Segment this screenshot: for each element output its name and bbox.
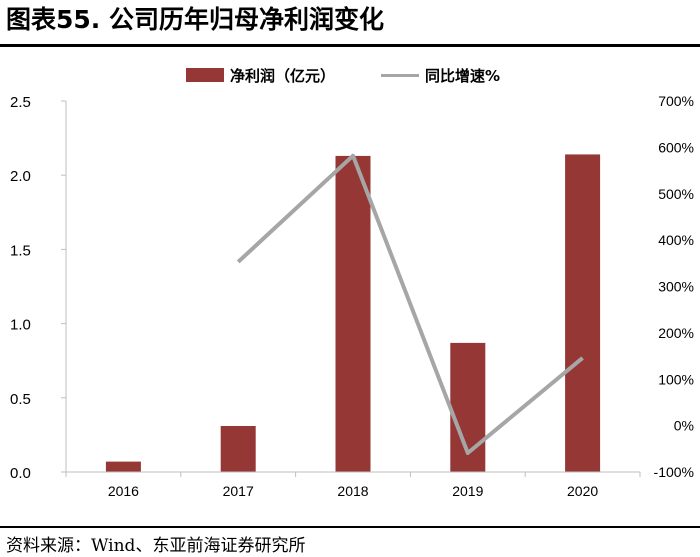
bar-net-profit bbox=[105, 461, 141, 472]
legend-bar-swatch bbox=[186, 68, 224, 82]
source-divider bbox=[0, 526, 700, 528]
bar-net-profit bbox=[565, 154, 601, 472]
chart-legend: 净利润（亿元） 同比增速% bbox=[186, 64, 500, 86]
y-axis-left-tick-label: 2.5 bbox=[10, 94, 31, 111]
x-axis-tick-label: 2020 bbox=[567, 483, 598, 499]
bar-net-profit bbox=[335, 155, 371, 472]
legend-bar-label: 净利润（亿元） bbox=[230, 66, 336, 85]
y-axis-left-tick-label: 2.0 bbox=[10, 168, 31, 185]
y-axis-right-tick-label: 600% bbox=[658, 139, 694, 155]
bar-net-profit bbox=[220, 425, 256, 472]
x-axis-tick-label: 2018 bbox=[337, 483, 368, 499]
y-axis-right-tick-label: 0% bbox=[674, 418, 694, 434]
y-axis-right-tick-label: 400% bbox=[658, 232, 694, 248]
legend-line-label: 同比增速% bbox=[425, 66, 501, 85]
y-axis-right-tick-label: 300% bbox=[658, 279, 694, 295]
y-axis-right-tick-label: -100% bbox=[654, 464, 694, 480]
line-yoy-growth bbox=[236, 153, 584, 455]
y-axis-right-tick-label: 200% bbox=[658, 325, 694, 341]
x-axis-tick-label: 2019 bbox=[452, 483, 483, 499]
y-axis-right-tick-label: 700% bbox=[658, 93, 694, 109]
y-axis-left-tick-label: 0.5 bbox=[10, 391, 31, 408]
y-axis-right-tick-label: 500% bbox=[658, 186, 694, 202]
title-divider bbox=[0, 44, 700, 47]
profit-chart: 0.0 0.5 1.0 1.5 2.0 2.5 -100% 0% 100% 200% 300% 400… bbox=[10, 93, 694, 499]
source-note: 资料来源：Wind、东亚前海证券研究所 bbox=[6, 536, 306, 556]
page-title: 图表55. 公司历年归母净利润变化 bbox=[6, 5, 384, 34]
x-axis-tick-label: 2017 bbox=[223, 483, 254, 499]
x-axis-tick-label: 2016 bbox=[108, 483, 139, 499]
y-axis-right-tick-label: 100% bbox=[658, 371, 694, 387]
legend-line-swatch bbox=[381, 73, 420, 77]
y-axis-left-tick-label: 1.0 bbox=[10, 317, 31, 334]
y-axis-left-tick-label: 0.0 bbox=[10, 465, 31, 482]
y-axis-left-tick-label: 1.5 bbox=[10, 242, 31, 259]
